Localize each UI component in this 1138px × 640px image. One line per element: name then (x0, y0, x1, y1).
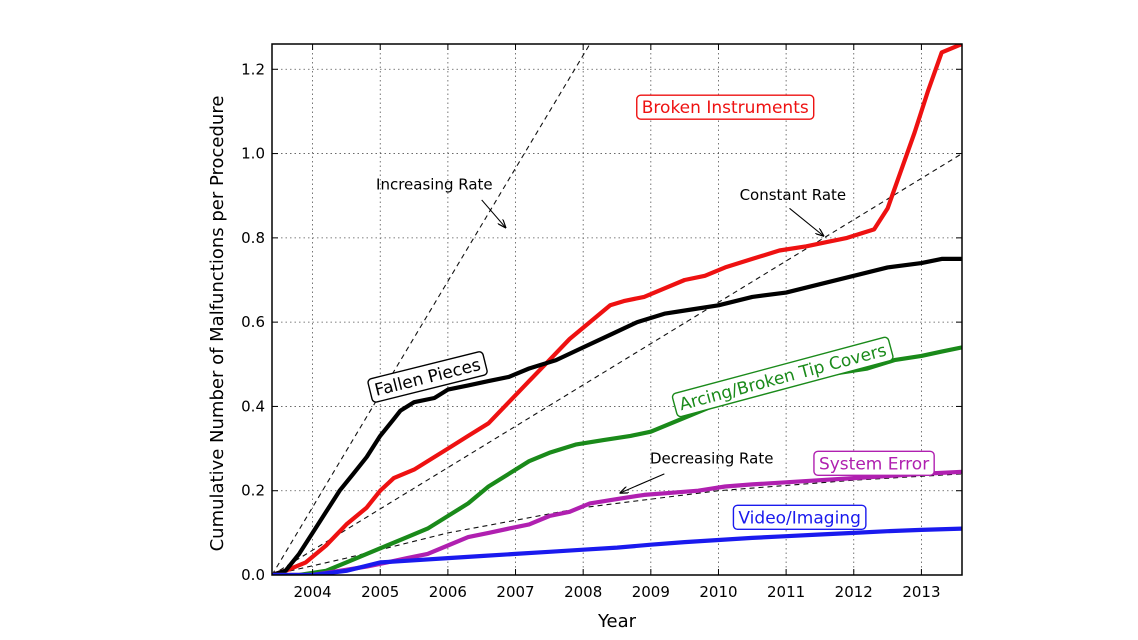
series-line-4 (272, 526, 962, 575)
x-tick-label: 2011 (767, 583, 805, 601)
reference-line-0 (272, 44, 591, 575)
x-tick-label: 2012 (835, 583, 873, 601)
series-label-box (813, 450, 935, 477)
annotation-arrow (481, 199, 506, 227)
series-label: Arcing/Broken Tip Covers (677, 341, 889, 416)
x-tick-label: 2005 (361, 583, 399, 601)
y-tick-label: 1.2 (241, 60, 265, 78)
x-tick-label: 2013 (902, 583, 940, 601)
series-label-group: System Error (813, 450, 935, 477)
annotations: Increasing Rate Constant Rate Decreasing R… (376, 175, 846, 492)
annotation-arrow (620, 473, 665, 493)
x-tick-label: 2007 (496, 583, 534, 601)
series-label-box (367, 351, 488, 403)
y-tick-label: 0.6 (241, 313, 265, 331)
annotation-text: Decreasing Rate (650, 449, 773, 467)
annotation-text: Constant Rate (740, 186, 847, 204)
x-tick-label: 2008 (564, 583, 602, 601)
plot-frame (271, 43, 963, 576)
annotation-text: Increasing Rate (376, 175, 493, 193)
series-layer (272, 44, 962, 575)
series-label: Video/Imaging (738, 508, 860, 528)
y-tick-label: 0.8 (241, 229, 265, 247)
series-label-group: Arcing/Broken Tip Covers (671, 336, 894, 418)
x-tick-label: 2009 (632, 583, 670, 601)
x-tick-label: 2004 (293, 583, 331, 601)
x-tick-label: 2010 (699, 583, 737, 601)
series-label-box (732, 504, 867, 530)
series-label-group: Fallen Pieces (367, 351, 488, 403)
series-line-1 (272, 256, 962, 575)
y-tick-label: 0.2 (241, 482, 265, 500)
series-label: System Error (819, 454, 929, 474)
series-label: Fallen Pieces (373, 355, 483, 401)
x-axis-title: Year (597, 611, 637, 632)
x-tick-label: 2006 (429, 583, 467, 601)
ticks: 2004 2005 2006 2007 2008 2009 2010 2011 2012 2013… (241, 44, 962, 601)
annotation-arrow (789, 207, 824, 235)
y-tick-label: 0.0 (241, 566, 265, 584)
series-label-group: Video/Imaging (732, 504, 867, 530)
y-tick-label: 1.0 (241, 145, 265, 163)
y-axis-title: Cumulative Number of Malfunctions per Pr… (207, 96, 228, 552)
series-label-group: Broken Instruments (636, 94, 815, 120)
series-label-box (671, 336, 894, 418)
series-label: Broken Instruments (642, 98, 809, 118)
series-line-0 (272, 44, 962, 575)
series-label-box (636, 94, 815, 120)
y-tick-label: 0.4 (241, 397, 265, 415)
